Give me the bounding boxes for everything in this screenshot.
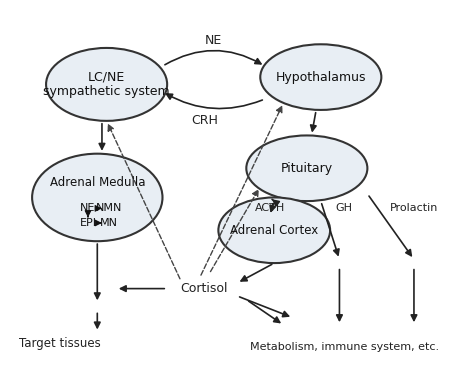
Ellipse shape: [46, 48, 167, 121]
Text: Target tissues: Target tissues: [19, 337, 101, 350]
Text: Prolactin: Prolactin: [390, 203, 438, 213]
Text: Adrenal Cortex: Adrenal Cortex: [230, 224, 319, 237]
Text: Hypothalamus: Hypothalamus: [275, 70, 366, 84]
Text: MN: MN: [100, 218, 118, 228]
Text: GH: GH: [336, 203, 353, 213]
Text: Metabolism, immune system, etc.: Metabolism, immune system, etc.: [249, 342, 438, 352]
Ellipse shape: [246, 135, 367, 201]
Ellipse shape: [260, 44, 382, 110]
Ellipse shape: [219, 197, 330, 263]
Text: CRH: CRH: [191, 115, 218, 127]
Text: ACTH: ACTH: [255, 203, 285, 213]
Ellipse shape: [32, 154, 163, 241]
Text: Cortisol: Cortisol: [181, 282, 228, 295]
Text: NE: NE: [205, 34, 222, 47]
Text: EPI: EPI: [80, 218, 97, 228]
Text: NMN: NMN: [96, 203, 122, 213]
Text: NE: NE: [80, 203, 96, 213]
Text: Adrenal Medulla: Adrenal Medulla: [50, 176, 145, 189]
Text: LC/NE
sympathetic system: LC/NE sympathetic system: [43, 70, 170, 98]
Text: Pituitary: Pituitary: [281, 162, 333, 175]
